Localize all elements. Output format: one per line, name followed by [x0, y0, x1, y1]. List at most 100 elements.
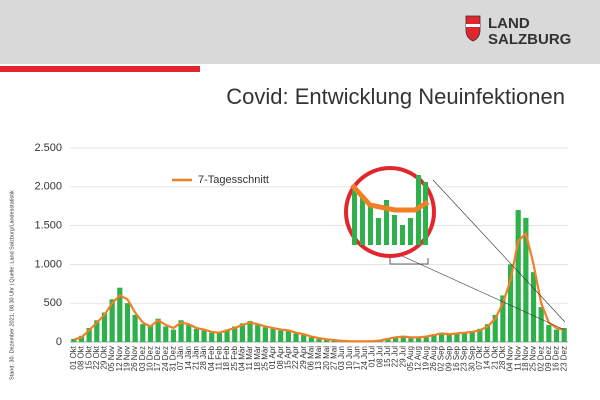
bar [484, 324, 491, 342]
x-tick-label: 26 Nov [130, 346, 139, 371]
y-tick-label: 2.500 [34, 142, 62, 154]
zoom-inset [344, 166, 566, 331]
x-tick-label: 17 Dez [153, 346, 162, 371]
x-tick-label: 04 Feb [207, 345, 216, 370]
line-series [73, 231, 565, 343]
x-tick-label: 29 Jul [398, 346, 407, 368]
x-tick-label: 01 Apr [268, 346, 277, 369]
x-tick-label: 17 Jun [352, 346, 361, 370]
bar [530, 272, 537, 342]
x-tick-label: 07 Jän [176, 346, 185, 370]
x-tick-label: 25 Mär [260, 346, 269, 371]
x-tick-label: 29 Apr [299, 346, 308, 369]
x-tick-label: 05 Nov [107, 346, 116, 371]
bar [507, 264, 514, 342]
x-tick-label: 21 Okt [490, 345, 499, 369]
x-tick-label: 04 Mär [237, 346, 246, 371]
bar [461, 332, 468, 342]
x-tick-label: 31 Dez [169, 346, 178, 371]
bar [308, 337, 314, 342]
bar [331, 340, 337, 342]
bar [553, 329, 560, 342]
y-tick-label: 2.000 [34, 181, 62, 193]
x-tick-label: 12 Nov [115, 346, 124, 371]
bar [423, 335, 429, 342]
x-tick-label: 23 Sep [460, 345, 469, 371]
x-tick-label: 19 Nov [123, 346, 132, 371]
bar [408, 337, 414, 342]
bar [132, 314, 138, 342]
x-tick-label: 09 Sep [444, 345, 453, 371]
bar [155, 318, 161, 342]
x-tick-label: 27 Mai [329, 346, 338, 370]
bar [546, 324, 552, 342]
source-note: Stand: 30. Dezember 2021, 08.30 Uhr | Qu… [9, 190, 15, 380]
bar [438, 332, 445, 342]
bar [201, 330, 207, 342]
bar [293, 333, 299, 342]
bar [186, 324, 192, 342]
x-tick-label: 08 Apr [276, 346, 285, 369]
logo-text: LAND [488, 15, 530, 32]
x-tick-label: 03 Jun [337, 346, 346, 370]
x-tick-label: 08 Okt [77, 345, 86, 369]
bar [316, 338, 322, 342]
header [0, 0, 600, 64]
bar [262, 327, 268, 342]
x-tick-label: 22 Okt [92, 345, 101, 369]
bar [163, 326, 169, 342]
y-tick-label: 1.500 [34, 220, 62, 232]
x-tick-label: 20 Mai [322, 346, 331, 370]
x-tick-label: 06 Mai [306, 346, 315, 370]
y-tick-label: 0 [56, 336, 62, 348]
bar [492, 314, 498, 342]
x-tick-label: 23 Dez [559, 346, 568, 371]
x-tick-label: 29 Okt [100, 345, 109, 369]
bar [101, 312, 108, 342]
bar [109, 299, 115, 342]
bar [538, 307, 544, 342]
x-tick-label: 15 Jul [383, 346, 392, 368]
x-tick-label: 05 Aug [406, 346, 415, 371]
x-tick-label: 18 Feb [222, 345, 231, 370]
bar [140, 324, 146, 342]
accent-strip [0, 66, 200, 72]
x-tick-label: 14 Okt [483, 345, 492, 369]
chart-title: Covid: Entwicklung Neuinfektionen [226, 84, 565, 109]
x-tick-label: 24 Dez [161, 346, 170, 371]
bar [147, 325, 154, 342]
bar [500, 295, 506, 342]
bar [78, 335, 85, 342]
bar [124, 303, 131, 342]
y-tick-label: 500 [44, 297, 62, 309]
bar [255, 324, 261, 342]
bar [515, 210, 521, 342]
x-tick-label: 11 Mär [245, 346, 254, 371]
x-tick-label: 19 Aug [421, 346, 430, 371]
x-tick-label: 18 Mär [253, 346, 262, 371]
bar [86, 328, 92, 342]
bar [285, 331, 291, 342]
bar [232, 326, 238, 342]
x-tick-label: 15 Okt [84, 345, 93, 369]
x-tick-label: 22 Jul [391, 346, 400, 368]
bar [400, 336, 406, 342]
bar [216, 331, 222, 342]
x-tick-label: 28 Jän [199, 346, 208, 370]
x-tick-label: 28 Okt [498, 345, 507, 369]
bar [469, 331, 475, 342]
x-tick-label: 07 Okt [475, 345, 484, 369]
bar [117, 287, 123, 342]
bar [224, 329, 230, 342]
bar [270, 328, 276, 342]
bar [94, 320, 100, 342]
x-tick-label: 12 Aug [414, 346, 423, 371]
x-tick-label: 21 Jän [192, 346, 201, 370]
bar [247, 321, 253, 342]
x-tick-label: 30 Sep [467, 345, 476, 371]
bar [209, 332, 215, 342]
bar [301, 335, 307, 342]
bar [324, 339, 330, 342]
x-tick-label: 01 Jul [368, 346, 377, 368]
